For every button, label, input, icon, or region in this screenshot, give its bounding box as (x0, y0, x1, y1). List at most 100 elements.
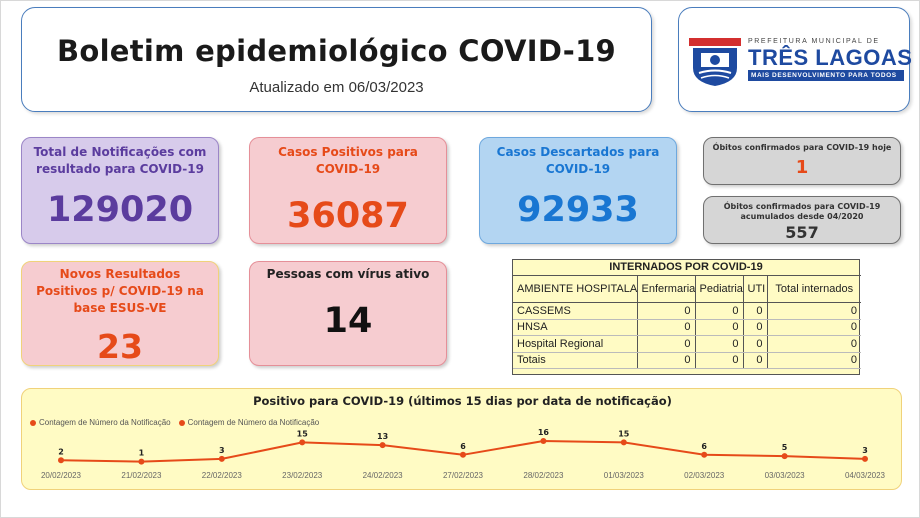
logo-text: PREFEITURA MUNICIPAL DE TRÊS LAGOAS MAIS… (748, 38, 913, 81)
data-point[interactable] (781, 453, 788, 460)
x-tick-label: 21/02/2023 (121, 471, 162, 480)
title-panel: Boletim epidemiológico COVID-19 Atualiza… (21, 7, 652, 112)
legend-dot-icon (30, 419, 36, 426)
legend-item[interactable]: Contagem de Número da Notificação (30, 418, 171, 427)
internados-table: AMBIENTE HOSPITALAR Enfermaria Pediatria… (513, 275, 861, 369)
column-header[interactable]: Total internados (766, 275, 861, 303)
data-label: 3 (862, 446, 868, 455)
cell-total: 0 (766, 319, 861, 336)
prefeitura-logo: PREFEITURA MUNICIPAL DE TRÊS LAGOAS MAIS… (678, 7, 913, 112)
column-header[interactable]: Pediatria (694, 275, 743, 303)
cell-pediatria: 0 (694, 319, 743, 336)
data-point[interactable] (379, 442, 386, 449)
data-point[interactable] (299, 439, 306, 446)
data-point[interactable] (58, 457, 64, 464)
card-label: Total de Notificações com resultado para… (33, 145, 207, 176)
cell-enfermaria: 0 (636, 335, 695, 353)
card-value: 14 (323, 301, 373, 341)
cell-enfermaria: 0 (636, 319, 695, 336)
data-point[interactable] (218, 455, 225, 462)
chart-title: Positivo para COVID-19 (últimos 15 dias … (253, 394, 672, 408)
card-value: 129020 (46, 190, 194, 230)
x-tick-label: 02/03/2023 (684, 471, 725, 480)
cell-ambiente: Hospital Regional (513, 335, 637, 353)
x-tick-label: 03/03/2023 (765, 471, 806, 480)
cell-ambiente: HNSA (513, 319, 637, 336)
table-row: HNSA 0 0 0 0 (513, 319, 861, 336)
data-label: 3 (219, 446, 225, 455)
cell-ambiente: CASSEMS (513, 302, 637, 320)
internados-title: INTERNADOS POR COVID-19 (609, 261, 763, 273)
logo-line2: TRÊS LAGOAS (748, 45, 913, 70)
card-obitos-hoje: Óbitos confirmados para COVID-19 hoje 1 (703, 137, 901, 185)
cell-ambiente: Totais (513, 352, 637, 369)
x-tick-label: 28/02/2023 (523, 471, 564, 480)
data-point[interactable] (862, 455, 868, 462)
legend-item[interactable]: Contagem de Número da Notificação (178, 418, 320, 427)
cell-enfermaria: 0 (636, 302, 695, 320)
cell-uti: 0 (742, 352, 767, 369)
page-title: Boletim epidemiológico COVID-19 (56, 34, 617, 68)
data-label: 5 (782, 443, 788, 452)
card-label: Óbitos confirmados para COVID-19 hoje (712, 143, 892, 152)
data-label: 15 (297, 429, 309, 438)
cell-total: 0 (766, 335, 861, 353)
legend-dot-icon (178, 419, 185, 426)
cell-pediatria: 0 (694, 335, 743, 353)
x-tick-label: 20/02/2023 (41, 471, 82, 480)
data-point[interactable] (540, 438, 547, 444)
card-label: Casos Positivos para COVID-19 (278, 145, 418, 176)
table-header-row: AMBIENTE HOSPITALAR Enfermaria Pediatria… (513, 275, 861, 303)
cell-total: 0 (766, 302, 861, 320)
card-value: 557 (785, 223, 819, 242)
card-virus-ativo: Pessoas com vírus ativo 14 (249, 261, 447, 366)
card-label: Óbitos confirmados para COVID-19 acumula… (723, 202, 881, 221)
card-value: 23 (97, 327, 143, 366)
data-point[interactable] (460, 451, 466, 458)
cell-uti: 0 (742, 319, 767, 336)
card-obitos-acumulados: Óbitos confirmados para COVID-19 acumula… (703, 196, 901, 244)
data-label: 6 (460, 442, 466, 451)
column-header[interactable]: UTI (742, 275, 767, 303)
card-label: Novos Resultados Positivos p/ COVID-19 n… (36, 267, 204, 315)
cell-uti: 0 (742, 335, 767, 353)
coat-of-arms-icon (689, 38, 741, 86)
legend-label: Contagem de Número da Notificação (187, 418, 320, 427)
table-row: CASSEMS 0 0 0 0 (513, 302, 861, 320)
column-header[interactable]: Enfermaria (636, 275, 695, 303)
card-value: 92933 (517, 190, 639, 230)
card-value: 36087 (287, 196, 409, 236)
internados-table-panel: INTERNADOS POR COVID-19 AMBIENTE HOSPITA… (512, 259, 861, 375)
cell-total: 0 (766, 352, 861, 369)
legend-label: Contagem de Número da Notificação (39, 418, 171, 427)
table-row: Hospital Regional 0 0 0 0 (513, 335, 861, 353)
data-label: 1 (139, 449, 145, 458)
updated-date: Atualizado em 06/03/2023 (249, 79, 424, 96)
card-total-notificacoes: Total de Notificações com resultado para… (21, 137, 219, 244)
x-tick-label: 23/02/2023 (282, 471, 323, 480)
column-header[interactable]: AMBIENTE HOSPITALAR (513, 275, 637, 303)
x-tick-label: 24/02/2023 (363, 471, 404, 480)
data-point[interactable] (701, 451, 708, 458)
cell-pediatria: 0 (694, 352, 743, 369)
data-label: 16 (538, 428, 550, 437)
card-casos-descartados: Casos Descartados para COVID-19 92933 (479, 137, 677, 244)
card-label: Casos Descartados para COVID-19 (496, 145, 660, 176)
x-tick-label: 22/02/2023 (202, 471, 243, 480)
data-label: 13 (377, 432, 388, 441)
logo-line1: PREFEITURA MUNICIPAL DE (748, 38, 880, 45)
chart-legend: Contagem de Número da Notificação Contag… (30, 418, 319, 427)
data-label: 2 (58, 447, 64, 456)
card-novos-resultados: Novos Resultados Positivos p/ COVID-19 n… (21, 261, 219, 366)
data-point[interactable] (138, 458, 145, 465)
data-point[interactable] (620, 439, 627, 446)
logo-line3: MAIS DESENVOLVIMENTO PARA TODOS (748, 70, 904, 81)
card-value: 1 (795, 157, 809, 178)
data-label: 6 (701, 442, 707, 451)
table-row: Totais 0 0 0 0 (513, 352, 861, 369)
x-tick-label: 27/02/2023 (443, 471, 484, 480)
chart-panel: Positivo para COVID-19 (últimos 15 dias … (21, 388, 902, 490)
card-label: Pessoas com vírus ativo (266, 267, 430, 281)
card-casos-positivos: Casos Positivos para COVID-19 36087 (249, 137, 447, 244)
